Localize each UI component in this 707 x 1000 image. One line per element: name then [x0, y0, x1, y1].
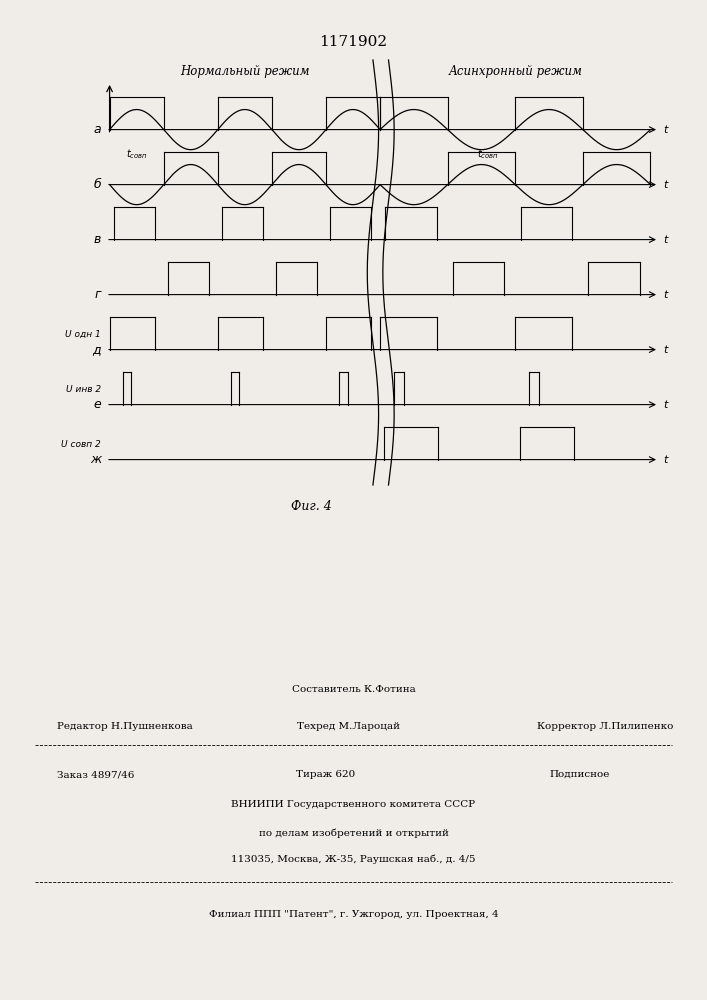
Text: 113035, Москва, Ж-35, Раушская наб., д. 4/5: 113035, Москва, Ж-35, Раушская наб., д. … — [231, 855, 476, 864]
Text: a: a — [93, 123, 101, 136]
Text: $t_{совп}$: $t_{совп}$ — [126, 147, 148, 161]
Text: д: д — [93, 343, 101, 356]
Text: t: t — [663, 235, 667, 245]
Text: t: t — [663, 125, 667, 135]
Text: б: б — [93, 178, 101, 191]
Text: U одн 1: U одн 1 — [65, 330, 101, 339]
Text: ж: ж — [90, 453, 101, 466]
Text: 1171902: 1171902 — [320, 35, 387, 49]
Text: U инв 2: U инв 2 — [66, 385, 101, 394]
Text: по делам изобретений и открытий: по делам изобретений и открытий — [259, 828, 448, 838]
Text: Асинхронный режим: Асинхронный режим — [448, 65, 582, 78]
Text: Корректор Л.Пилипенко: Корректор Л.Пилипенко — [537, 722, 674, 731]
Text: в: в — [94, 233, 101, 246]
Text: U совп 2: U совп 2 — [62, 440, 101, 449]
Text: г: г — [95, 288, 101, 301]
Text: Заказ 4897/46: Заказ 4897/46 — [57, 770, 134, 779]
Text: t: t — [663, 180, 667, 190]
Text: t: t — [663, 290, 667, 300]
Text: Филиал ППП "Патент", г. Ужгород, ул. Проектная, 4: Филиал ППП "Патент", г. Ужгород, ул. Про… — [209, 910, 498, 919]
Text: Техред М.Лароцай: Техред М.Лароцай — [297, 722, 400, 731]
Text: Подписное: Подписное — [549, 770, 610, 779]
Text: Фиг. 4: Фиг. 4 — [291, 500, 332, 513]
Text: Редактор Н.Пушненкова: Редактор Н.Пушненкова — [57, 722, 192, 731]
Text: Тираж 620: Тираж 620 — [296, 770, 355, 779]
Text: $t_{совп}$: $t_{совп}$ — [477, 147, 499, 161]
Text: t: t — [663, 455, 667, 465]
Text: е: е — [93, 398, 101, 411]
Text: t: t — [663, 400, 667, 410]
Text: Нормальный режим: Нормальный режим — [180, 65, 310, 78]
Text: Составитель К.Фотина: Составитель К.Фотина — [291, 685, 416, 694]
Text: ВНИИПИ Государственного комитета СССР: ВНИИПИ Государственного комитета СССР — [231, 800, 476, 809]
Text: t: t — [663, 345, 667, 355]
